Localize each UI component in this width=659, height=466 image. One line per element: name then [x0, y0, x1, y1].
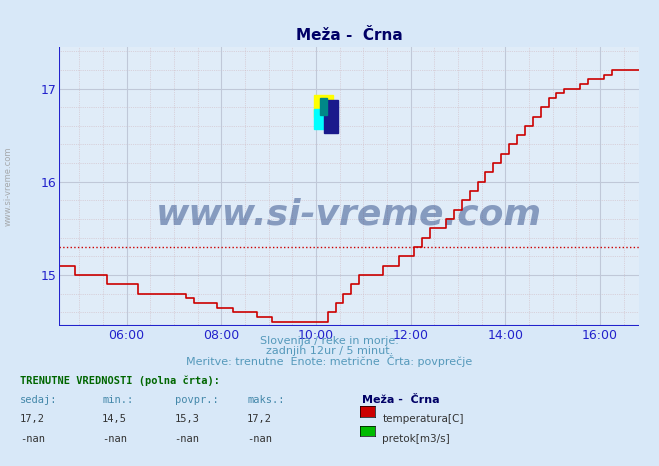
Text: www.si-vreme.com: www.si-vreme.com [3, 147, 13, 226]
Text: 15,3: 15,3 [175, 414, 200, 424]
Text: 17,2: 17,2 [247, 414, 272, 424]
Text: -nan: -nan [102, 434, 127, 444]
Bar [324, 100, 338, 133]
Text: temperatura[C]: temperatura[C] [382, 414, 464, 424]
Text: Slovenija / reke in morje.: Slovenija / reke in morje. [260, 336, 399, 346]
Title: Meža -  Črna: Meža - Črna [296, 27, 403, 43]
Text: Meža -  Črna: Meža - Črna [362, 395, 440, 404]
Text: -nan: -nan [247, 434, 272, 444]
Text: min.:: min.: [102, 395, 133, 404]
Text: maks.:: maks.: [247, 395, 285, 404]
Text: sedaj:: sedaj: [20, 395, 57, 404]
Text: Meritve: trenutne  Enote: metrične  Črta: povprečje: Meritve: trenutne Enote: metrične Črta: … [186, 355, 473, 367]
Text: pretok[m3/s]: pretok[m3/s] [382, 434, 450, 444]
Bar [314, 109, 333, 129]
Text: 14,5: 14,5 [102, 414, 127, 424]
Bar [320, 98, 327, 115]
Bar [314, 95, 333, 116]
Text: TRENUTNE VREDNOSTI (polna črta):: TRENUTNE VREDNOSTI (polna črta): [20, 375, 219, 386]
Text: povpr.:: povpr.: [175, 395, 218, 404]
Text: zadnjih 12ur / 5 minut.: zadnjih 12ur / 5 minut. [266, 346, 393, 356]
Text: www.si-vreme.com: www.si-vreme.com [156, 198, 542, 231]
Text: -nan: -nan [175, 434, 200, 444]
Text: 17,2: 17,2 [20, 414, 45, 424]
Text: -nan: -nan [20, 434, 45, 444]
